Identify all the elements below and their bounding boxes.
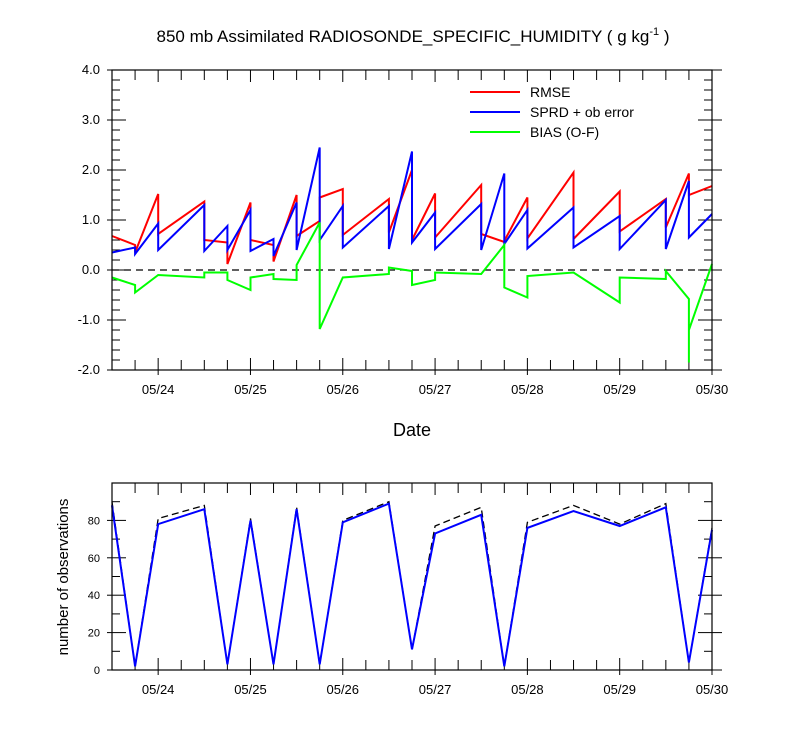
x-tick-label: 05/26 (326, 682, 359, 697)
chart-title-unit-exponent: -1 (649, 26, 659, 38)
x-tick-label: 05/28 (511, 382, 544, 397)
x-tick-label: 05/24 (142, 382, 175, 397)
chart-title-end: ) (659, 27, 669, 46)
series-line-bias-o-f (111, 222, 713, 363)
x-tick-label: 05/27 (419, 382, 452, 397)
y-tick-label: 4.0 (82, 62, 100, 77)
error-panel-series (111, 147, 713, 363)
y-axis-label-observations: number of observations (55, 499, 72, 656)
x-tick-label: 05/30 (696, 382, 729, 397)
x-tick-label: 05/28 (511, 682, 544, 697)
x-axis-label: Date (393, 420, 431, 440)
error-panel-frame (111, 69, 713, 371)
x-tick-label: 05/26 (326, 382, 359, 397)
x-tick-label: 05/29 (603, 682, 636, 697)
x-tick-label: 05/29 (603, 382, 636, 397)
series-line-used (111, 502, 713, 667)
y-tick-label: -2.0 (78, 362, 100, 377)
legend-label-bias-o-f: BIAS (O-F) (530, 124, 599, 140)
series-line-sprd-ob-error (111, 147, 713, 257)
x-tick-label: 05/25 (234, 382, 267, 397)
y-tick-label: 0 (94, 665, 100, 677)
chart-title-main: 850 mb Assimilated RADIOSONDE_SPECIFIC_H… (157, 27, 650, 46)
observations-panel-ticks: 05/24 05/25 05/26 05/27 05/28 05/29 05/30 0 20 40… (88, 482, 729, 697)
x-tick-label: 05/24 (142, 682, 175, 697)
series-line-possible (111, 500, 713, 667)
y-tick-label: 3.0 (82, 112, 100, 127)
y-tick-label: 40 (88, 590, 100, 602)
y-tick-label: -1.0 (78, 312, 100, 327)
y-tick-label: 60 (88, 553, 100, 565)
legend: RMSE SPRD + ob error BIAS (O-F) (470, 84, 634, 140)
chart-title: 850 mb Assimilated RADIOSONDE_SPECIFIC_H… (157, 26, 670, 46)
y-tick-label: 20 (88, 628, 100, 640)
x-tick-label: 05/27 (419, 682, 452, 697)
x-tick-label: 05/30 (696, 682, 729, 697)
y-tick-label: 2.0 (82, 162, 100, 177)
y-tick-label: 80 (88, 515, 100, 527)
error-panel: 05/24 05/25 05/26 05/27 05/28 05/29 05/30 -2.0 -… (78, 62, 729, 440)
y-tick-label: 1.0 (82, 212, 100, 227)
legend-label-sprd-ob-error: SPRD + ob error (530, 104, 634, 120)
legend-label-rmse: RMSE (530, 84, 570, 100)
observations-panel: 05/24 05/25 05/26 05/27 05/28 05/29 05/30 0 20 40… (55, 482, 729, 697)
observations-panel-frame (111, 482, 713, 671)
x-tick-label: 05/25 (234, 682, 267, 697)
observations-panel-series (111, 500, 713, 667)
y-tick-label: 0.0 (82, 262, 100, 277)
